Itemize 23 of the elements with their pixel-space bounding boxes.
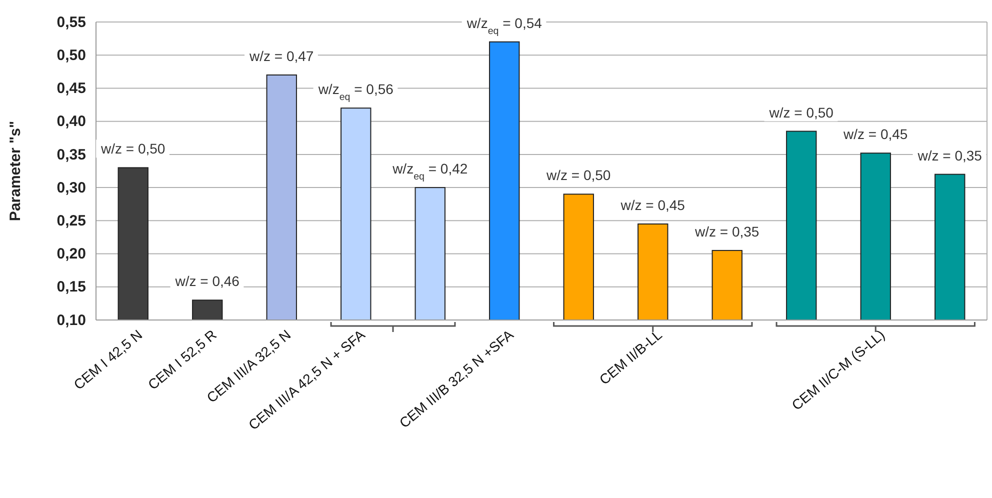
annotation: w/z = 0,47	[248, 48, 314, 64]
y-tick-label: 0,50	[56, 46, 86, 64]
annotation: w/z = 0,50	[546, 167, 611, 184]
y-tick-label: 0,30	[56, 179, 86, 196]
annotation: w/z = 0,35	[694, 223, 760, 240]
annotation: w/z = 0,35	[916, 147, 982, 164]
annotation: w/z = 0,45	[842, 126, 908, 142]
annotation: w/z = 0,46	[174, 273, 240, 290]
y-tick-label: 0,20	[56, 246, 86, 263]
annotation: w/z = 0,50	[768, 104, 834, 120]
y-tick-label: 0,35	[56, 146, 86, 164]
y-tick-label: 0,55	[56, 14, 86, 31]
annotation: w/z = 0,45	[620, 196, 686, 213]
annotation: w/z$_{eq}$ = 0,42	[392, 160, 468, 182]
y-tick-label: 0,15	[56, 278, 86, 296]
y-tick-label: 0,25	[56, 212, 86, 230]
y-tick-label: 0,40	[56, 113, 86, 130]
y-axis-title: Parameter "s"	[7, 120, 24, 222]
y-tick-label: 0,10	[56, 312, 86, 329]
annotation: w/z$_{eq}$ = 0,56	[317, 81, 394, 103]
annotation: w/z$_{eq}$ = 0,54	[466, 14, 542, 36]
annotation: w/z = 0,50	[100, 140, 166, 157]
y-tick-label: 0,45	[56, 80, 86, 98]
